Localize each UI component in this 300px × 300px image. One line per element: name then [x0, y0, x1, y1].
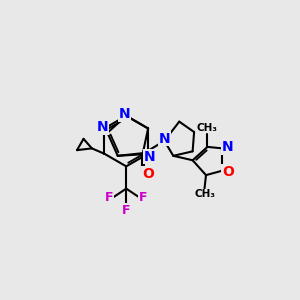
Text: N: N — [159, 132, 170, 145]
Text: F: F — [105, 191, 113, 204]
Text: O: O — [222, 165, 234, 179]
Text: N: N — [97, 120, 109, 134]
Text: CH₃: CH₃ — [194, 189, 215, 200]
Text: O: O — [142, 167, 154, 181]
Text: F: F — [122, 204, 130, 217]
Text: CH₃: CH₃ — [197, 123, 218, 133]
Text: N: N — [119, 107, 130, 121]
Text: N: N — [144, 150, 155, 164]
Text: F: F — [139, 191, 147, 204]
Text: N: N — [222, 140, 233, 154]
